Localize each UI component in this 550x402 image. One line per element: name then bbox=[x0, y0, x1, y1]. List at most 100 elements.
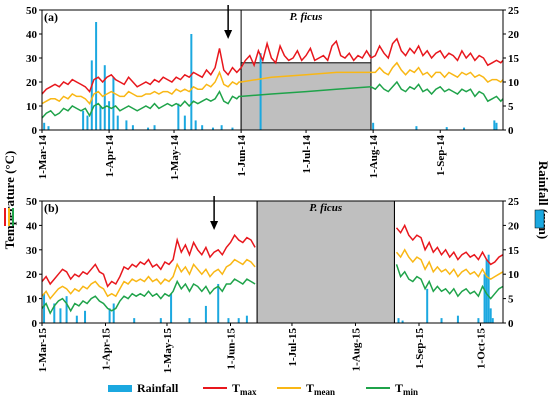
rain-bar bbox=[372, 122, 375, 130]
legend-label: Rainfall bbox=[137, 381, 179, 395]
y-tick-label: 30 bbox=[26, 245, 38, 257]
tmean-line bbox=[395, 248, 504, 280]
y2-tick-label: 15 bbox=[508, 53, 520, 65]
y-left-label: Temperature (°C) bbox=[2, 151, 17, 250]
rain-bar bbox=[415, 126, 418, 130]
x-tick-label: 1-Sep-14 bbox=[435, 135, 447, 176]
legend: Rainfall Tmax Tmean Tmin bbox=[108, 381, 418, 397]
y2-tick-label: 25 bbox=[508, 196, 520, 208]
rain-bar bbox=[103, 65, 106, 130]
rain-bar bbox=[220, 125, 223, 130]
x-tick-label: 1-Jun-15 bbox=[225, 328, 237, 370]
rain-bar bbox=[153, 125, 156, 130]
rain-bar bbox=[456, 315, 459, 323]
arrow-head bbox=[224, 30, 233, 39]
rain-bar bbox=[489, 308, 492, 323]
rain-bar bbox=[227, 318, 230, 323]
rain-bar bbox=[59, 308, 62, 323]
tmin-line bbox=[41, 80, 504, 119]
rain-bar bbox=[84, 310, 87, 323]
rain-bar bbox=[211, 127, 214, 130]
x-tick-label: 1-Jul-14 bbox=[301, 135, 313, 174]
rain-bar bbox=[99, 106, 102, 130]
x-tick-label: 1-Aug-14 bbox=[368, 135, 380, 179]
legend-item-tmin: Tmin bbox=[366, 381, 418, 397]
rain-bar bbox=[190, 34, 193, 130]
y2-tick-label: 10 bbox=[508, 77, 520, 89]
y-tick-label: 40 bbox=[26, 29, 38, 41]
tmax-line bbox=[41, 37, 504, 95]
y2-tick-label: 5 bbox=[508, 294, 514, 306]
rain-bar bbox=[426, 288, 429, 323]
y-tick-label: 0 bbox=[32, 318, 38, 330]
rain-bar bbox=[245, 315, 248, 323]
rain-bar bbox=[125, 120, 128, 130]
y-right-axis-label: Rainfall (mm) bbox=[534, 161, 550, 239]
y2-tick-label: 10 bbox=[508, 269, 520, 281]
rain-bar bbox=[131, 125, 134, 130]
panel-label: (a) bbox=[44, 10, 58, 24]
x-tick-label: 1-May-14 bbox=[169, 135, 181, 181]
rain-bar bbox=[43, 293, 46, 323]
tmin-line bbox=[41, 278, 256, 315]
rain-bar bbox=[170, 293, 173, 323]
y-tick-label: 10 bbox=[26, 101, 38, 113]
rain-bar bbox=[483, 274, 486, 323]
tmax-line bbox=[41, 233, 256, 288]
rain-bar bbox=[108, 101, 111, 130]
rain-bar bbox=[133, 318, 136, 323]
gap-bar bbox=[256, 200, 395, 324]
y2-tick-label: 0 bbox=[508, 125, 514, 137]
plot-frame bbox=[41, 9, 504, 131]
rain-bar bbox=[491, 318, 494, 323]
rain-marker bbox=[534, 209, 545, 229]
rain-bar bbox=[159, 318, 162, 323]
y-tick-label: 50 bbox=[26, 5, 38, 17]
rain-bar bbox=[493, 120, 496, 130]
y-tick-label: 10 bbox=[26, 294, 38, 306]
rain-bar bbox=[201, 125, 204, 130]
rain-bar bbox=[259, 53, 262, 131]
x-tick-label: 1-Jul-15 bbox=[287, 328, 299, 367]
tmin-line bbox=[395, 264, 504, 300]
x-tick-label: 1-Jun-14 bbox=[236, 135, 248, 177]
y-tick-label: 0 bbox=[32, 125, 38, 137]
rain-bar bbox=[237, 318, 240, 323]
rain-bar bbox=[112, 303, 115, 323]
rain-bar bbox=[463, 127, 466, 130]
rain-bar bbox=[401, 320, 404, 323]
x-tick-label: 1-Apr-15 bbox=[101, 328, 113, 371]
tmax-line bbox=[395, 223, 504, 266]
legend-item-tmean: Tmean bbox=[277, 381, 335, 397]
legend-item-tmax: Tmax bbox=[203, 381, 257, 397]
panel-a: P. ficus 0 10 20 30 40 50 0 5 10 15 20 25 1-Mar-14 1-A… bbox=[26, 5, 520, 180]
panel-b: P. ficus 0 10 20 30 40 50 0 5 10 15 20 25 1-Mar-15 1-A… bbox=[26, 196, 520, 373]
tmean-line bbox=[41, 61, 504, 105]
rain-bar bbox=[95, 22, 98, 130]
rain-bar bbox=[43, 122, 46, 130]
rain-bar bbox=[65, 296, 68, 323]
rain-bar bbox=[112, 77, 115, 130]
rain-bar bbox=[82, 110, 85, 130]
rain-bar bbox=[495, 122, 498, 130]
y-tick-label: 30 bbox=[26, 53, 38, 65]
x-tick-label: 1-May-15 bbox=[162, 328, 174, 374]
legend-label: Tmin bbox=[395, 381, 418, 397]
x-tick-label: 1-Aug-15 bbox=[350, 328, 362, 372]
legend-label: Tmax bbox=[232, 381, 257, 397]
gap-label: P. ficus bbox=[290, 11, 323, 23]
panel-label: (b) bbox=[44, 201, 59, 215]
rain-bar bbox=[397, 318, 400, 323]
rain-bar bbox=[440, 318, 443, 323]
rain-bar bbox=[217, 283, 220, 323]
x-tick-label: 1-Apr-14 bbox=[104, 135, 116, 178]
gap-label: P. ficus bbox=[309, 202, 342, 214]
y-tick-label: 20 bbox=[26, 269, 38, 281]
rain-bar bbox=[231, 127, 234, 130]
rain-bar bbox=[487, 254, 490, 323]
rain-bar bbox=[116, 115, 119, 130]
rain-bar bbox=[183, 115, 186, 130]
rain-bar bbox=[204, 305, 207, 323]
